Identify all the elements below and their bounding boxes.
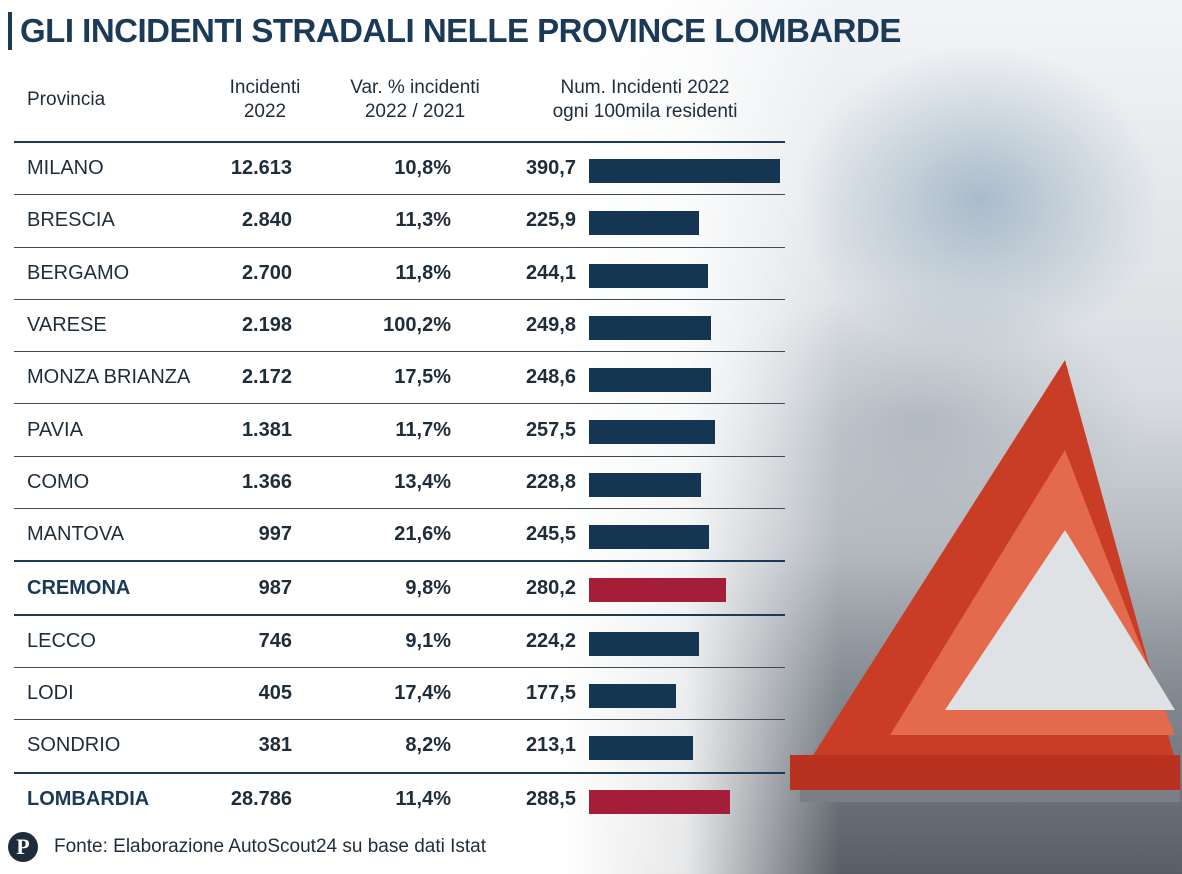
- bar-data-label: 213,1: [525, 734, 576, 757]
- header-rate: Num. Incidenti 2022 ogni 100mila residen…: [520, 76, 770, 124]
- header-variazione-line2: 2022 / 2021: [364, 101, 466, 122]
- table-row: LODI 405 17,4% 177,5: [14, 668, 785, 721]
- header-variazione: Var. % incidenti 2022 / 2021: [330, 76, 500, 124]
- data-table: MILANO 12.613 10,8% 390,7 BRESCIA 2.840 11,3% 2…: [14, 143, 785, 825]
- bar-data-label: 224,2: [525, 629, 576, 652]
- table-row: CREMONA 987 9,8% 280,2: [14, 562, 785, 616]
- bar-data-label: 248,6: [525, 366, 576, 389]
- bar-data-label: 390,7: [525, 157, 576, 180]
- header-variazione-line1: Var. % incidenti: [350, 77, 480, 98]
- variation-value: 11,7%: [395, 418, 451, 441]
- province-name: MONZA BRIANZA: [27, 366, 191, 389]
- table-row: BRESCIA 2.840 11,3% 225,9: [14, 195, 785, 248]
- variation-value: 100,2%: [383, 314, 451, 337]
- incidents-value: 2.198: [241, 314, 292, 337]
- bar-lecco: [589, 631, 699, 656]
- province-name: COMO: [27, 470, 90, 493]
- bar-pavia: [589, 420, 715, 445]
- province-name: PAVIA: [27, 418, 83, 441]
- bar-milano: [589, 159, 780, 183]
- bar-data-label: 257,5: [525, 418, 576, 441]
- header-rate-line2: ogni 100mila residenti: [552, 101, 738, 122]
- bar-cremona: [589, 578, 726, 603]
- bar-data-label: 280,2: [525, 576, 576, 599]
- bar-data-label: 244,1: [525, 261, 576, 284]
- bar-como: [589, 472, 701, 497]
- table-row: MILANO 12.613 10,8% 390,7: [14, 143, 785, 196]
- variation-value: 17,5%: [394, 366, 451, 389]
- header-provincia: Provincia: [27, 89, 106, 110]
- header-incidenti-line2: 2022: [243, 101, 287, 122]
- incidents-value: 381: [258, 734, 292, 757]
- variation-value: 11,4%: [395, 787, 451, 810]
- province-name: LECCO: [27, 629, 96, 652]
- bar-sondrio: [589, 736, 694, 761]
- incidents-value: 12.613: [230, 157, 292, 180]
- variation-value: 21,6%: [394, 523, 451, 546]
- province-name: BRESCIA: [27, 209, 115, 232]
- header-incidenti: Incidenti 2022: [210, 76, 320, 124]
- variation-value: 11,3%: [395, 209, 451, 232]
- bar-lodi: [589, 683, 676, 708]
- table-row: COMO 1.366 13,4% 228,8: [14, 457, 785, 510]
- province-name: MANTOVA: [27, 523, 125, 546]
- variation-value: 11,8%: [395, 261, 451, 284]
- incidents-value: 1.366: [241, 470, 292, 493]
- header-divider: [14, 141, 785, 143]
- variation-value: 9,8%: [405, 576, 451, 599]
- province-name: BERGAMO: [27, 261, 130, 284]
- incidents-value: 997: [258, 523, 292, 546]
- province-name: CREMONA: [27, 576, 131, 599]
- variation-value: 9,1%: [405, 629, 451, 652]
- incidents-value: 28.786: [230, 787, 292, 810]
- table-row: LECCO 746 9,1% 224,2: [14, 616, 785, 668]
- bar-data-label: 177,5: [525, 682, 576, 705]
- table-row: BERGAMO 2.700 11,8% 244,1: [14, 248, 785, 300]
- bar-data-label: 225,9: [525, 209, 576, 232]
- incidents-value: 405: [258, 682, 292, 705]
- bar-mantova: [589, 525, 709, 550]
- bar-data-label: 245,5: [525, 523, 576, 546]
- header-incidenti-line1: Incidenti: [229, 77, 301, 98]
- bar-varese: [589, 315, 712, 340]
- publisher-logo-icon: P: [8, 832, 38, 862]
- province-name: LODI: [27, 682, 74, 705]
- bar-data-label: 249,8: [525, 314, 576, 337]
- province-name: LOMBARDIA: [27, 787, 150, 810]
- table-row: PAVIA 1.381 11,7% 257,5: [14, 404, 785, 457]
- bar-data-label: 288,5: [525, 787, 576, 810]
- table-row: LOMBARDIA 28.786 11,4% 288,5: [14, 774, 785, 825]
- province-name: MILANO: [27, 157, 104, 180]
- incidents-value: 987: [258, 576, 292, 599]
- footer: P Fonte: Elaborazione AutoScout24 su bas…: [8, 832, 486, 862]
- variation-value: 8,2%: [405, 734, 451, 757]
- table-row: VARESE 2.198 100,2% 249,8: [14, 300, 785, 353]
- incidents-value: 2.172: [241, 366, 292, 389]
- table-row: MONZA BRIANZA 2.172 17,5% 248,6: [14, 352, 785, 405]
- chart-title: GLI INCIDENTI STRADALI NELLE PROVINCE LO…: [8, 12, 901, 50]
- bar-brescia: [589, 211, 700, 236]
- incidents-value: 746: [258, 629, 292, 652]
- table-row: MANTOVA 997 21,6% 245,5: [14, 509, 785, 563]
- province-name: SONDRIO: [27, 734, 121, 757]
- variation-value: 17,4%: [394, 682, 451, 705]
- bar-monza-brianza: [589, 368, 711, 393]
- bar-lombardia: [589, 789, 730, 814]
- variation-value: 10,8%: [394, 157, 451, 180]
- bar-data-label: 228,8: [525, 470, 576, 493]
- table-row: SONDRIO 381 8,2% 213,1: [14, 720, 785, 774]
- incidents-value: 2.700: [241, 261, 292, 284]
- source-note: Fonte: Elaborazione AutoScout24 su base …: [54, 836, 487, 857]
- bar-bergamo: [589, 263, 709, 288]
- incidents-value: 1.381: [241, 418, 292, 441]
- warning-triangle-icon: [790, 360, 1180, 802]
- province-name: VARESE: [27, 314, 107, 337]
- variation-value: 13,4%: [394, 470, 451, 493]
- incidents-value: 2.840: [241, 209, 292, 232]
- header-rate-line1: Num. Incidenti 2022: [560, 77, 730, 98]
